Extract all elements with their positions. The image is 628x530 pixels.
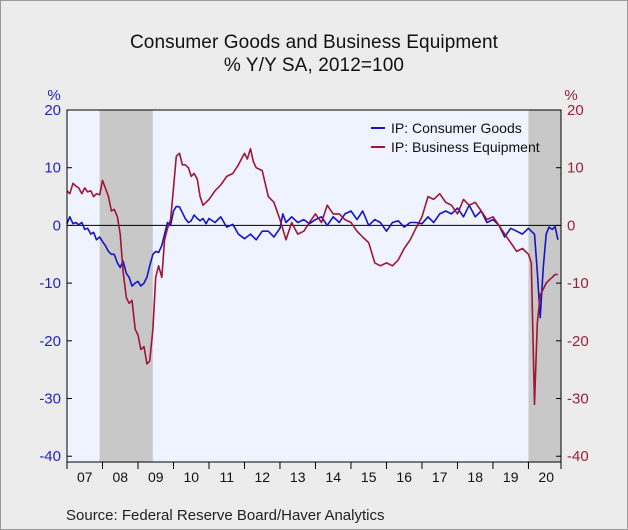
left-tick-label: -20 [39, 333, 61, 350]
plot-border [66, 109, 562, 463]
x-tick-label: 13 [290, 469, 306, 485]
right-tick-label: -30 [567, 391, 589, 408]
right-tick-label: -40 [567, 448, 589, 465]
x-tick-label: 09 [148, 469, 164, 485]
chart-title: Consumer Goods and Business Equipment [129, 32, 499, 53]
right-tick-label: 10 [567, 160, 584, 177]
left-tick-label: 20 [44, 102, 61, 119]
legend-label: IP: Business Equipment [391, 139, 540, 155]
left-tick-label: -30 [39, 391, 61, 408]
x-tick-label: 19 [503, 469, 519, 485]
recession-band-1 [99, 110, 153, 462]
right-tick-label: -20 [567, 333, 589, 350]
right-tick-label: 0 [567, 217, 575, 234]
series-line-business-equipment [66, 147, 558, 406]
left-tick-label: -10 [39, 275, 61, 292]
chart-subtitle: % Y/Y SA, 2012=100 [223, 55, 405, 76]
x-tick-label: 10 [183, 469, 199, 485]
legend: IP: Consumer Goods IP: Business Equipment [371, 120, 540, 155]
x-tick-label: 15 [361, 469, 377, 485]
x-tick-label: 14 [325, 469, 341, 485]
right-axis-unit: % [564, 87, 577, 104]
right-tick-label: -10 [567, 275, 589, 292]
left-tick-label: -40 [39, 448, 61, 465]
x-tick-label: 18 [467, 469, 483, 485]
legend-label: IP: Consumer Goods [391, 120, 522, 136]
x-tick-label: 11 [219, 469, 234, 485]
x-tick-label: 08 [112, 469, 128, 485]
x-tick-label: 16 [396, 469, 412, 485]
right-tick-label: 20 [567, 102, 584, 119]
left-tick-label: 0 [53, 217, 61, 234]
source-note: Source: Federal Reserve Board/Haver Anal… [66, 507, 385, 524]
left-tick-label: 10 [44, 160, 61, 177]
left-axis-unit: % [47, 87, 60, 104]
x-tick-label: 20 [538, 469, 554, 485]
x-tick-label: 12 [254, 469, 270, 485]
x-tick-label: 17 [432, 469, 448, 485]
x-tick-label: 07 [77, 469, 93, 485]
